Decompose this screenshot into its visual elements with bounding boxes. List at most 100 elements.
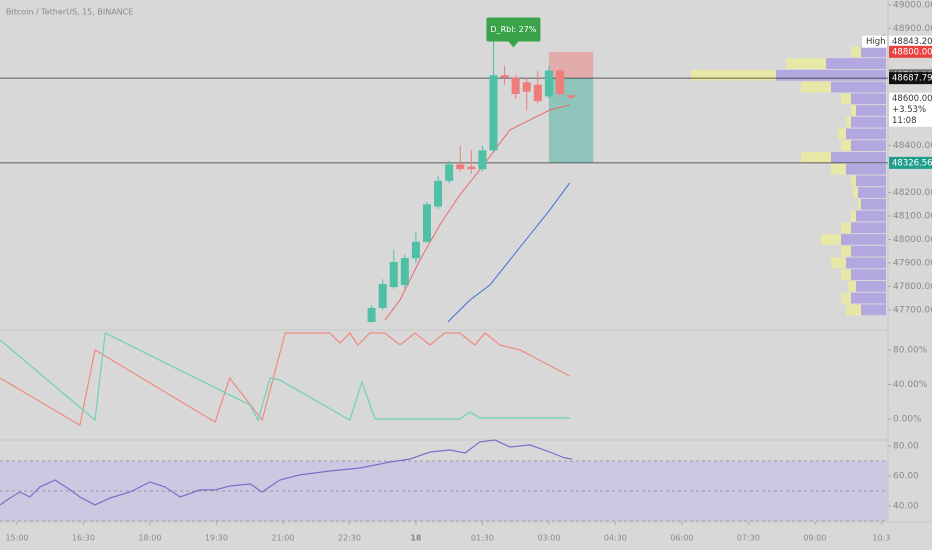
volume-bar-extra — [851, 175, 856, 187]
line — [0, 332, 570, 422]
candle-body — [378, 284, 387, 308]
x-tick-label: 19:30 — [205, 534, 228, 543]
price-label: 48687.79 — [892, 74, 932, 84]
price-label: 48800.00 — [892, 47, 932, 57]
price-label-box — [889, 72, 932, 85]
volume-bar — [856, 281, 886, 292]
volume-bar — [851, 140, 886, 152]
annotation-pointer — [508, 41, 519, 48]
volume-bar — [856, 175, 886, 187]
line — [447, 182, 571, 323]
volume-bar-extra — [851, 105, 856, 116]
volume-bar-extra — [851, 46, 861, 58]
price-label-box — [889, 156, 932, 169]
candle-body — [489, 75, 498, 151]
volume-bar-extra — [838, 128, 846, 140]
price-label-extra: 11:08 — [892, 116, 917, 126]
volume-bar-extra — [858, 198, 861, 210]
candle-body — [555, 70, 564, 95]
y-tick-label: 80.00 — [893, 441, 919, 451]
volume-bar — [861, 46, 886, 58]
candle-body — [567, 95, 576, 98]
y-tick-label: 47900.00 — [893, 258, 932, 268]
volume-bar — [846, 128, 886, 140]
price-label: 48600.00 — [892, 94, 932, 104]
candle-body — [478, 150, 487, 170]
volume-bar-extra — [691, 69, 776, 81]
x-tick-label: 18:00 — [138, 534, 161, 543]
target-zone — [548, 78, 594, 163]
annotation-box — [486, 17, 541, 42]
price-label: 48326.56 — [892, 158, 932, 168]
candle-body — [434, 180, 443, 207]
volume-bar-extra — [801, 81, 831, 93]
candle-body — [456, 164, 465, 170]
x-tick-label: 04:30 — [604, 534, 627, 543]
candle-body — [423, 204, 432, 242]
x-tick-label: 07:30 — [737, 534, 760, 543]
candle-body — [544, 70, 553, 97]
price-label-box — [889, 45, 932, 58]
volume-bar — [851, 93, 886, 105]
y-tick-label: 48900.00 — [893, 24, 932, 34]
volume-bar-extra — [841, 292, 851, 304]
candle-body — [389, 261, 398, 288]
volume-bar-extra — [841, 93, 851, 105]
volume-bar-extra — [786, 58, 826, 69]
y-tick-label: 48100.00 — [893, 212, 932, 222]
volume-bar-extra — [821, 234, 841, 245]
volume-bar-extra — [841, 140, 851, 152]
volume-bar-extra — [841, 222, 851, 234]
y-tick-label: 48400.00 — [893, 141, 932, 151]
y-tick-label: 40.00% — [893, 380, 928, 390]
x-tick-label: 01:30 — [471, 534, 494, 543]
volume-bar — [851, 116, 886, 128]
price-label-box — [889, 92, 932, 127]
volume-bar-extra — [851, 210, 856, 222]
y-tick-label: 40.00 — [893, 501, 919, 511]
x-tick-label: 03:00 — [537, 534, 560, 543]
volume-bar-extra — [841, 245, 851, 257]
candle-body — [445, 164, 454, 181]
volume-bar — [851, 269, 886, 281]
x-tick-label: 06:00 — [670, 534, 693, 543]
volume-bar-extra — [841, 269, 851, 281]
volume-bar-extra — [848, 281, 856, 292]
candle-body — [500, 75, 509, 78]
volume-bar — [851, 292, 886, 304]
line — [0, 439, 572, 506]
volume-bar-extra — [853, 187, 858, 198]
volume-bar-extra — [831, 257, 846, 269]
chart-title: Bitcoin / TetherUS, 15, BINANCE — [6, 8, 133, 17]
volume-bar — [858, 187, 886, 198]
volume-bar — [851, 222, 886, 234]
candle-body — [511, 77, 520, 95]
volume-bar — [831, 81, 886, 93]
high-label: High — [866, 37, 886, 47]
volume-bar-extra — [846, 304, 861, 316]
volume-bar — [861, 198, 886, 210]
price-label-extra: +3.53% — [892, 105, 926, 115]
y-tick-label: 47700.00 — [893, 305, 932, 315]
candle-body — [411, 241, 420, 259]
y-tick-label: 0.00% — [893, 415, 922, 425]
volume-bar — [856, 105, 886, 116]
x-tick-label: 18 — [410, 534, 422, 543]
volume-bar — [861, 304, 886, 316]
y-tick-label: 48200.00 — [893, 188, 932, 198]
volume-bar-extra — [846, 116, 851, 128]
volume-bar-extra — [801, 152, 831, 163]
volume-bar-extra — [831, 163, 846, 175]
x-tick-label: 16:30 — [72, 534, 95, 543]
x-tick-label: 21:00 — [271, 534, 294, 543]
y-tick-label: 49000.00 — [893, 0, 932, 10]
x-tick-label: 09:00 — [803, 534, 826, 543]
price-label: 48843.20 — [892, 37, 932, 47]
y-tick-label: 60.00 — [893, 471, 919, 481]
price-label-box — [889, 35, 932, 48]
candle-body — [467, 166, 476, 170]
x-tick-label: 10:3 — [872, 534, 890, 543]
volume-bar — [846, 163, 886, 175]
